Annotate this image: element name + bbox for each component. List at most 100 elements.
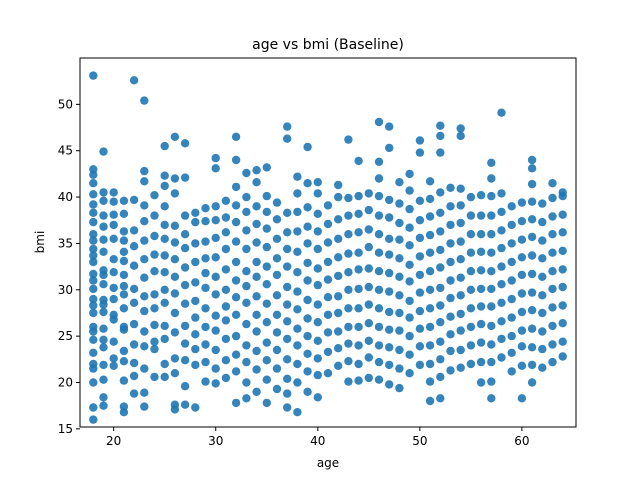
data-point: [180, 299, 190, 308]
y-tick-label: 45: [58, 144, 73, 158]
data-point: [354, 228, 363, 237]
data-point: [140, 292, 149, 301]
data-point: [119, 346, 129, 356]
data-point: [364, 225, 373, 234]
data-point: [242, 168, 251, 178]
data-point: [242, 357, 251, 367]
data-point: [497, 108, 506, 117]
data-point: [385, 143, 394, 153]
data-point: [231, 237, 241, 246]
data-point: [344, 357, 353, 366]
data-point: [415, 148, 425, 157]
data-point: [497, 298, 506, 307]
data-point: [425, 212, 435, 221]
data-point: [354, 376, 363, 385]
data-point: [374, 322, 384, 332]
data-point: [405, 169, 414, 179]
data-point: [476, 378, 486, 387]
data-point: [160, 321, 169, 331]
data-point: [425, 285, 435, 294]
data-point: [293, 408, 302, 417]
data-point: [89, 230, 98, 239]
data-point: [538, 236, 547, 245]
data-point: [344, 268, 353, 277]
data-point: [160, 202, 169, 211]
data-point: [99, 196, 108, 205]
data-point: [242, 267, 251, 276]
data-point: [170, 221, 180, 230]
data-point: [374, 304, 384, 313]
data-point: [140, 217, 149, 226]
data-point: [364, 373, 373, 383]
data-point: [374, 174, 384, 183]
data-point: [109, 188, 118, 197]
data-point: [415, 360, 425, 370]
data-point: [129, 284, 139, 294]
data-point: [109, 220, 118, 230]
data-point: [354, 209, 363, 218]
data-point: [507, 367, 516, 376]
data-point: [211, 253, 220, 262]
data-point: [558, 188, 567, 197]
data-point: [334, 308, 343, 318]
data-point: [497, 189, 506, 198]
data-point: [487, 230, 496, 239]
data-point: [89, 378, 98, 387]
data-point: [385, 268, 394, 278]
data-point: [517, 235, 527, 244]
data-point: [272, 310, 282, 319]
data-point: [507, 348, 516, 357]
data-point: [354, 191, 363, 201]
data-point: [364, 336, 373, 345]
data-point: [548, 248, 557, 257]
data-point: [191, 296, 200, 306]
data-point: [374, 230, 384, 239]
data-point: [466, 341, 476, 350]
data-point: [242, 394, 251, 403]
data-point: [160, 285, 169, 294]
data-point: [364, 300, 373, 309]
data-point: [425, 267, 435, 276]
data-point: [517, 289, 527, 298]
data-point: [303, 239, 312, 248]
data-point: [466, 192, 476, 202]
data-point: [293, 207, 302, 217]
data-point: [99, 393, 108, 402]
data-point: [180, 139, 190, 148]
data-point: [487, 211, 496, 220]
data-point: [507, 313, 516, 322]
data-point: [242, 319, 251, 329]
data-point: [191, 257, 200, 267]
data-point: [538, 363, 547, 372]
data-point: [231, 155, 241, 165]
data-point: [99, 266, 108, 275]
data-point: [446, 202, 455, 211]
data-point: [221, 244, 231, 254]
data-point: [231, 132, 241, 141]
data-point: [119, 290, 129, 299]
data-point: [140, 273, 149, 282]
data-point: [252, 310, 261, 319]
data-point: [334, 215, 343, 224]
data-point: [262, 280, 271, 289]
data-point: [119, 322, 129, 332]
data-point: [507, 331, 516, 341]
data-point: [558, 301, 567, 310]
data-point: [507, 276, 516, 285]
data-point: [89, 322, 98, 332]
data-point: [293, 172, 302, 181]
data-point: [170, 328, 180, 337]
data-point: [129, 195, 139, 205]
data-point: [507, 294, 516, 304]
data-point: [109, 361, 118, 370]
data-point: [497, 243, 506, 253]
data-point: [415, 196, 425, 205]
data-point: [221, 213, 231, 222]
data-point: [497, 280, 506, 289]
data-point: [436, 245, 445, 255]
data-point: [180, 280, 190, 290]
data-point: [303, 349, 312, 358]
data-point: [129, 76, 139, 85]
data-point: [109, 255, 118, 264]
data-point: [180, 382, 190, 391]
